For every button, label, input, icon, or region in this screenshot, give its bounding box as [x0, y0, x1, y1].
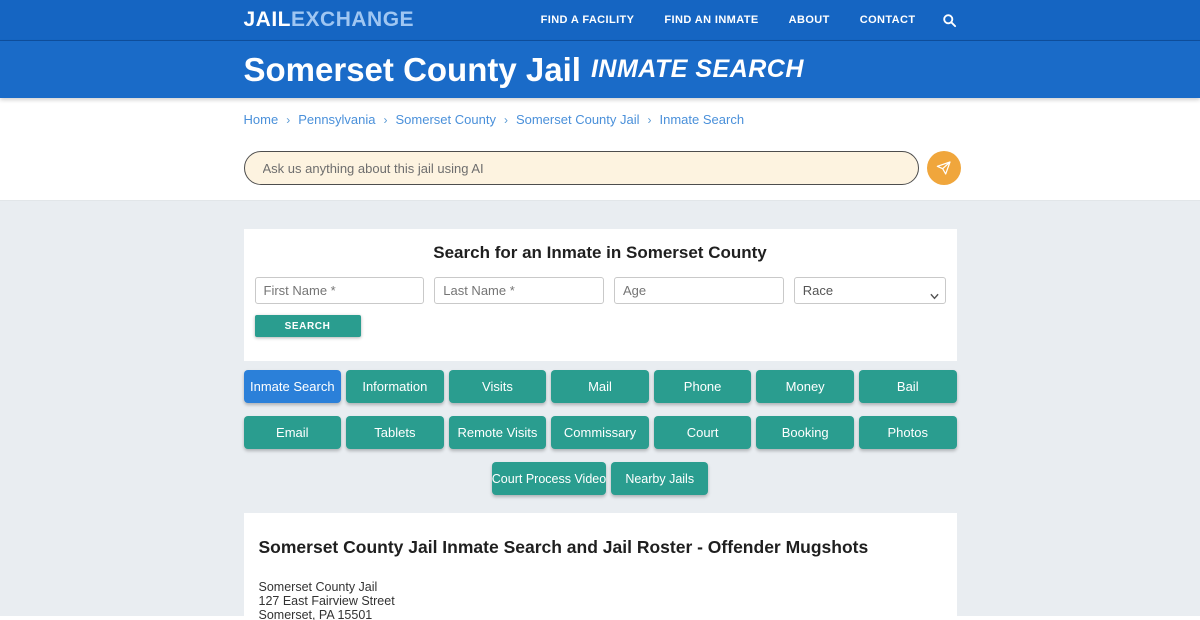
chevron-right-icon: › [383, 112, 388, 127]
page-banner: Somerset County Jail INMATE SEARCH [0, 41, 1200, 98]
tab-money[interactable]: Money [756, 370, 854, 403]
paper-plane-icon [936, 160, 952, 176]
tab-photos[interactable]: Photos [858, 416, 957, 449]
tab-email[interactable]: Email [243, 416, 342, 449]
ai-search-input[interactable] [243, 151, 919, 185]
tab-row-1: Inmate Search Information Visits Mail Ph… [243, 370, 957, 403]
age-field[interactable] [614, 277, 784, 304]
jail-info-card: Somerset County Jail Inmate Search and J… [243, 513, 957, 620]
breadcrumb-ai-strip: Home › Pennsylvania › Somerset County › … [0, 98, 1200, 201]
tab-phone[interactable]: Phone [653, 370, 752, 403]
tab-inmate-search[interactable]: Inmate Search [243, 370, 342, 403]
address-street: 127 East Fairview Street [258, 594, 395, 608]
banner-subtitle: INMATE SEARCH [590, 55, 804, 83]
tab-booking[interactable]: Booking [756, 416, 854, 449]
logo-part-exchange: EXCHANGE [291, 8, 415, 31]
jailexchange-logo[interactable]: JAILEXCHANGE [244, 8, 415, 32]
search-fields: Race [254, 277, 946, 304]
tab-remote-visits[interactable]: Remote Visits [448, 416, 547, 449]
inmate-search-card: Search for an Inmate in Somerset County … [243, 229, 957, 361]
race-select-wrap: Race [793, 277, 946, 304]
breadcrumb-home[interactable]: Home [243, 112, 279, 127]
top-navbar: JAILEXCHANGE FIND A FACILITY FIND AN INM… [0, 0, 1200, 41]
race-select[interactable]: Race [793, 277, 946, 304]
tab-court[interactable]: Court [653, 416, 752, 449]
tab-nearby-jails[interactable]: Nearby Jails [611, 462, 709, 495]
nav-find-a-facility[interactable]: FIND A FACILITY [540, 14, 635, 26]
search-icon[interactable] [942, 13, 957, 28]
ai-send-button[interactable] [926, 151, 961, 185]
last-name-field[interactable] [434, 277, 604, 304]
ai-search-row [243, 151, 961, 185]
top-nav-links: FIND A FACILITY FIND AN INMATE ABOUT CON… [511, 13, 957, 28]
tab-court-process-video[interactable]: Court Process Video [491, 462, 607, 495]
jail-address: Somerset County Jail 127 East Fairview S… [259, 580, 942, 620]
chevron-right-icon: › [503, 112, 508, 127]
tab-row-2: Email Tablets Remote Visits Commissary C… [243, 416, 957, 449]
address-name: Somerset County Jail [258, 580, 378, 594]
section-tabs: Inmate Search Information Visits Mail Ph… [243, 370, 957, 495]
breadcrumb-pennsylvania[interactable]: Pennsylvania [298, 112, 376, 127]
tab-tablets[interactable]: Tablets [346, 416, 444, 449]
tab-information[interactable]: Information [346, 370, 444, 403]
nav-contact[interactable]: CONTACT [859, 14, 916, 26]
main-area: Search for an Inmate in Somerset County … [0, 201, 1200, 620]
tab-commissary[interactable]: Commissary [551, 416, 649, 449]
address-city: Somerset, PA 15501 [258, 608, 373, 620]
logo-part-jail: JAIL [243, 8, 292, 31]
chevron-right-icon: › [647, 112, 652, 127]
jail-info-heading: Somerset County Jail Inmate Search and J… [258, 537, 869, 557]
breadcrumb: Home › Pennsylvania › Somerset County › … [244, 112, 957, 127]
search-card-heading: Search for an Inmate in Somerset County [433, 243, 767, 262]
first-name-field[interactable] [254, 277, 425, 304]
tab-mail[interactable]: Mail [551, 370, 649, 403]
breadcrumb-somerset-county-jail[interactable]: Somerset County Jail [515, 112, 640, 127]
chevron-right-icon: › [286, 112, 291, 127]
tab-row-3: Court Process Video Nearby Jails [244, 462, 957, 495]
nav-find-an-inmate[interactable]: FIND AN INMATE [664, 14, 759, 26]
breadcrumb-somerset-county[interactable]: Somerset County [395, 112, 496, 127]
breadcrumb-inmate-search[interactable]: Inmate Search [659, 112, 745, 127]
banner-title: Somerset County Jail [243, 50, 581, 88]
tab-visits[interactable]: Visits [448, 370, 547, 403]
tab-bail[interactable]: Bail [858, 370, 957, 403]
search-button[interactable]: SEARCH [254, 315, 361, 337]
nav-about[interactable]: ABOUT [788, 14, 830, 26]
